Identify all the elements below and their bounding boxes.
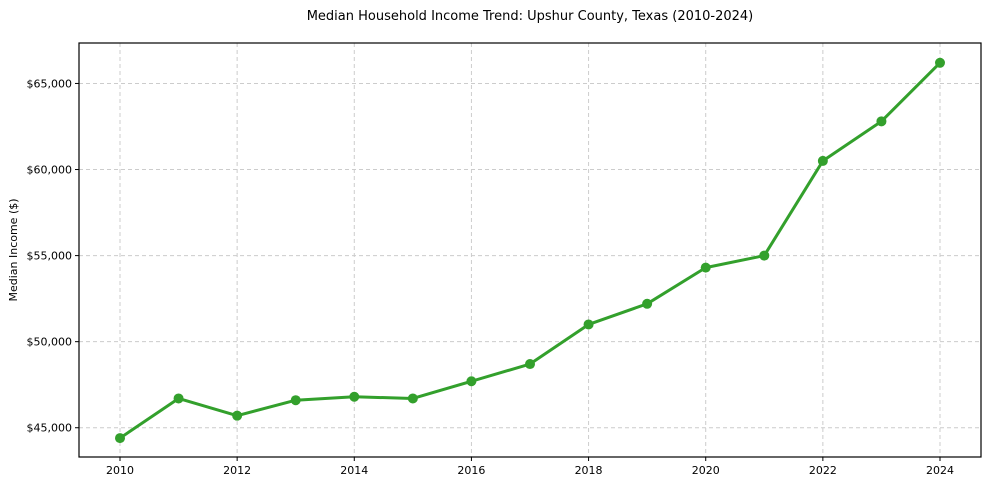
data-point xyxy=(466,376,477,387)
data-point xyxy=(700,262,711,273)
data-point xyxy=(817,155,828,166)
data-point xyxy=(173,393,184,404)
x-tick-label: 2024 xyxy=(926,464,954,477)
x-tick-label: 2012 xyxy=(223,464,251,477)
data-point xyxy=(583,319,594,330)
plot-background xyxy=(79,43,981,457)
data-point xyxy=(759,250,770,261)
chart-title: Median Household Income Trend: Upshur Co… xyxy=(307,9,754,24)
data-point xyxy=(935,57,945,68)
data-point xyxy=(876,116,887,127)
x-tick-label: 2020 xyxy=(692,464,720,477)
x-tick-label: 2016 xyxy=(457,464,485,477)
y-tick-label: $55,000 xyxy=(27,250,73,263)
y-tick-label: $45,000 xyxy=(27,422,73,435)
y-axis-label: Median Income ($) xyxy=(7,198,20,301)
x-tick-label: 2022 xyxy=(809,464,837,477)
data-point xyxy=(115,433,125,444)
y-tick-label: $65,000 xyxy=(27,77,73,90)
data-point xyxy=(407,393,418,404)
plot-area: 2010 2012 2014 2016 2018 2020 2022 2024 $45,000 $… xyxy=(27,42,982,477)
y-tick-label: $50,000 xyxy=(27,336,73,349)
x-tick-label: 2018 xyxy=(575,464,603,477)
data-point xyxy=(290,395,301,406)
axes-frame xyxy=(78,42,982,458)
x-tick-label: 2014 xyxy=(340,464,368,477)
y-tick-label: $60,000 xyxy=(27,164,73,177)
data-point xyxy=(232,410,243,421)
data-point xyxy=(349,391,360,402)
x-tick-label: 2010 xyxy=(106,464,134,477)
data-point xyxy=(642,298,653,309)
data-point xyxy=(525,359,535,370)
